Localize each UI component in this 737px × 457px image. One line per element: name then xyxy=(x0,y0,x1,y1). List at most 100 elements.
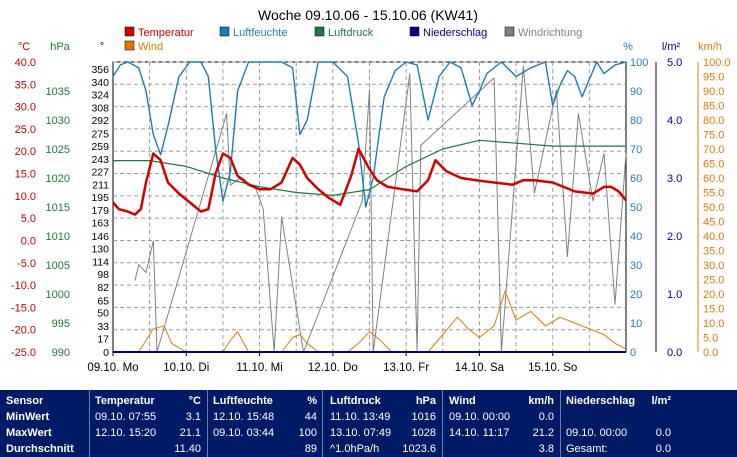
pressure-tick: 990 xyxy=(52,347,70,359)
humidity-tick: 30 xyxy=(630,260,642,272)
direction-tick: 211 xyxy=(92,179,109,191)
temp-tick: -10.0 xyxy=(11,280,36,292)
pressure-tick: 1005 xyxy=(46,260,70,272)
direction-tick: 33 xyxy=(97,321,109,333)
wind-tick: 55.0 xyxy=(703,188,724,200)
direction-tick: 114 xyxy=(92,256,109,268)
humidity-tick: 10 xyxy=(630,318,642,330)
humidity-tick: 80 xyxy=(630,115,642,127)
rain-tick: 3.0 xyxy=(667,173,682,185)
direction-tick: 163 xyxy=(91,217,109,229)
legend-label: Wind xyxy=(138,41,163,53)
temp-tick: 0.0 xyxy=(21,235,36,247)
x-tick-label: 12.10. Do xyxy=(308,362,358,374)
temp-tick: 25.0 xyxy=(15,124,36,136)
direction-tick: 243 xyxy=(91,154,109,166)
avg-pres-trend: ^1.0hPa/h xyxy=(330,443,380,455)
rain-tick: 4.0 xyxy=(667,115,682,127)
temp-tick: -5.0 xyxy=(17,258,36,270)
max-rain-time: 09.10. 00:00 xyxy=(566,427,628,439)
direction-tick: 98 xyxy=(97,269,109,281)
series-line-luftdruck xyxy=(113,139,626,196)
min-hum-value: 44 xyxy=(304,411,317,423)
unit-label-wind: km/h xyxy=(698,41,722,53)
legend-label: Luftdruck xyxy=(328,27,374,39)
unit-label-rain: l/m² xyxy=(662,41,681,53)
unit-label-pressure: hPa xyxy=(50,41,70,53)
row-label-max: MaxWert xyxy=(6,427,52,439)
header-wind-unit: km/h xyxy=(528,395,554,407)
min-temp-time: 09.10. 07:55 xyxy=(95,411,157,423)
wind-tick: 35.0 xyxy=(703,246,724,258)
chart-grid xyxy=(113,61,626,353)
max-rain-value: 0.0 xyxy=(655,427,671,439)
x-tick-label: 09.10. Mo xyxy=(87,362,138,374)
x-tick-label: 13.10. Fr xyxy=(383,362,429,374)
direction-tick: 65 xyxy=(97,295,109,307)
humidity-tick: 20 xyxy=(630,289,642,301)
wind-tick: 15.0 xyxy=(703,304,724,316)
header-rain: Niederschlag xyxy=(566,395,636,407)
unit-label-temp: °C xyxy=(18,41,30,53)
humidity-tick: 40 xyxy=(630,231,642,243)
temp-tick: 40.0 xyxy=(15,57,36,69)
header-humidity-unit: % xyxy=(307,395,317,407)
temp-tick: 35.0 xyxy=(15,79,36,91)
wind-tick: 10.0 xyxy=(703,318,724,330)
max-hum-value: 100 xyxy=(298,427,317,439)
legend-label: Niederschlag xyxy=(423,27,487,39)
header-sensor: Sensor xyxy=(6,395,44,407)
max-temp-value: 21.1 xyxy=(179,427,201,439)
direction-tick: 227 xyxy=(91,167,109,179)
wind-tick: 90.0 xyxy=(703,86,724,98)
min-hum-time: 12.10. 15:48 xyxy=(213,411,275,423)
header-wind: Wind xyxy=(449,395,476,407)
legend-label: Luftfeuchte xyxy=(233,27,287,39)
direction-tick: 17 xyxy=(97,333,109,345)
pressure-tick: 1010 xyxy=(46,231,70,243)
direction-tick: 195 xyxy=(91,192,109,204)
x-axis: 09.10. Mo 10.10. Di 11.10. Mi 12.10. Do 13.1… xyxy=(87,352,577,374)
wind-tick: 45.0 xyxy=(703,217,724,229)
temp-tick: 10.0 xyxy=(15,191,36,203)
pressure-tick: 1000 xyxy=(46,289,70,301)
temp-tick: 5.0 xyxy=(21,213,36,225)
unit-label-direction: ° xyxy=(100,41,104,53)
rain-tick: 2.0 xyxy=(667,231,682,243)
max-pres-value: 1028 xyxy=(411,427,436,439)
max-hum-time: 09.10. 03:44 xyxy=(213,427,275,439)
weather-chart: Woche 09.10.06 - 15.10.06 (KW41) Tempera… xyxy=(11,7,731,374)
direction-tick: 324 xyxy=(91,90,109,102)
header-rain-unit: l/m² xyxy=(651,395,671,407)
direction-tick: 0 xyxy=(103,347,109,359)
rain-tick: 5.0 xyxy=(667,57,682,69)
wind-tick: 30.0 xyxy=(703,260,724,272)
row-label-min: MinWert xyxy=(6,411,50,423)
rain-tick: 0.0 xyxy=(667,347,682,359)
pressure-tick: 1020 xyxy=(46,173,70,185)
wind-tick: 0.0 xyxy=(703,347,718,359)
min-pres-time: 11.10. 13:49 xyxy=(330,411,391,423)
humidity-tick: 100 xyxy=(630,57,648,69)
wind-tick: 85.0 xyxy=(703,101,724,113)
pressure-tick: 1035 xyxy=(46,86,70,98)
x-tick-label: 15.10. So xyxy=(528,362,577,374)
unit-label-humidity: % xyxy=(623,41,633,53)
wind-tick: 50.0 xyxy=(703,202,724,214)
humidity-tick: 70 xyxy=(630,144,642,156)
temp-tick: 15.0 xyxy=(15,169,36,181)
wind-tick: 80.0 xyxy=(703,115,724,127)
legend-label: Temperatur xyxy=(138,27,194,39)
direction-tick: 356 xyxy=(91,64,109,76)
header-humidity: Luftfeuchte xyxy=(213,395,273,407)
wind-tick: 95.0 xyxy=(703,72,724,84)
legend-swatch xyxy=(219,26,230,37)
wind-tick: 40.0 xyxy=(703,231,724,243)
humidity-tick: 90 xyxy=(630,86,642,98)
humidity-tick: 50 xyxy=(630,202,642,214)
min-wind-value: 0.0 xyxy=(538,411,554,423)
legend-swatch xyxy=(504,26,515,37)
series-line-temperatur xyxy=(112,147,627,216)
wind-tick: 25.0 xyxy=(703,275,724,287)
temp-tick: 20.0 xyxy=(15,146,36,158)
